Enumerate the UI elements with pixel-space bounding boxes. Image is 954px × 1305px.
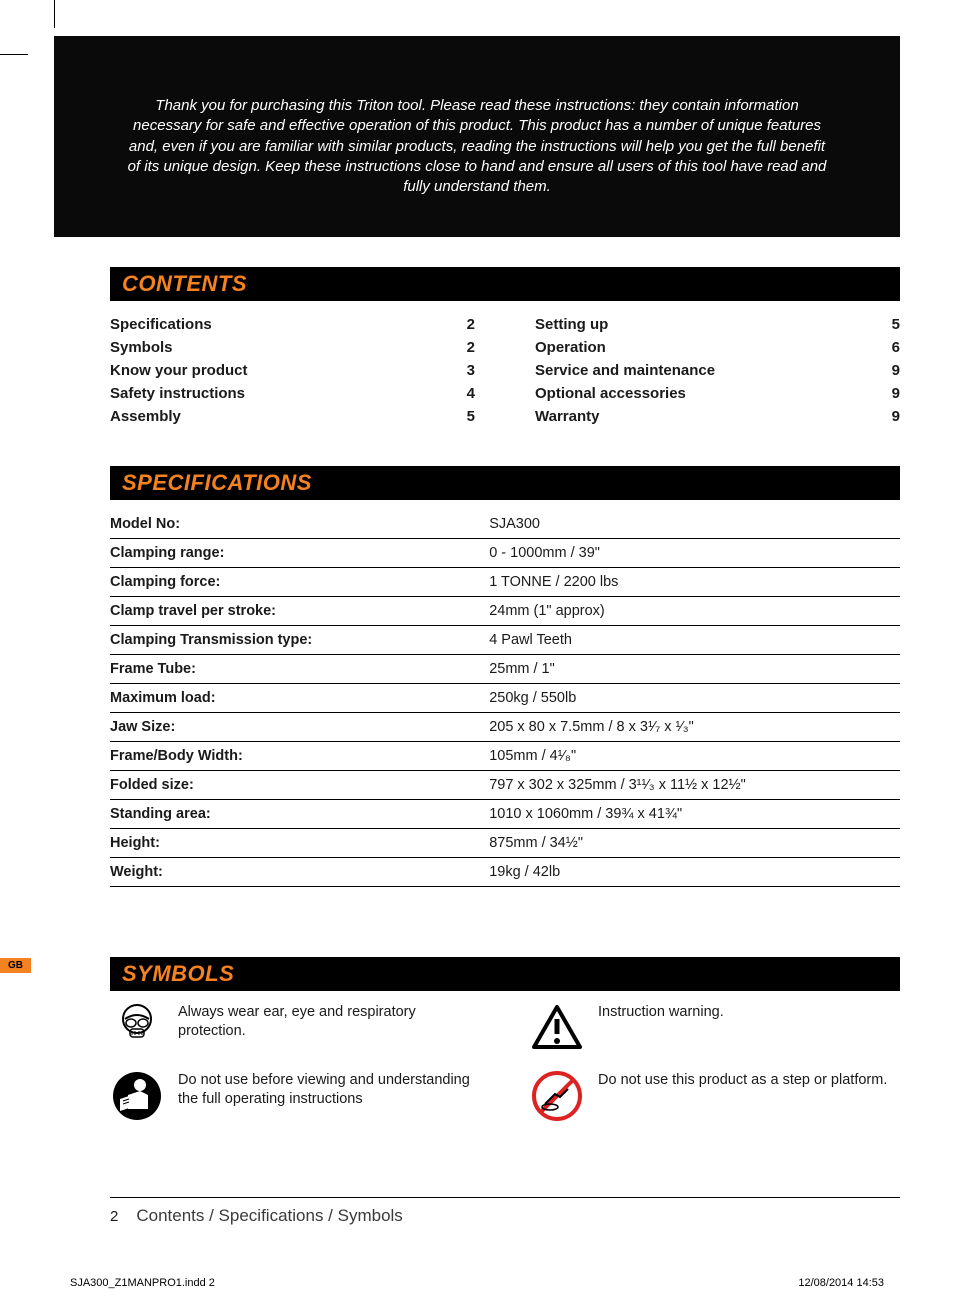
symbol-row: Do not use this product as a step or pla… — [530, 1069, 900, 1123]
spec-value: 1010 x 1060mm / 39¾ x 41¾" — [489, 800, 900, 829]
spec-label: Clamping force: — [110, 568, 489, 597]
imprint-file: SJA300_Z1MANPRO1.indd 2 — [70, 1277, 215, 1289]
spec-value: 25mm / 1" — [489, 655, 900, 684]
spec-row: Model No:SJA300 — [110, 510, 900, 539]
symbol-text: Do not use this product as a step or pla… — [598, 1069, 887, 1090]
specifications-table: Model No:SJA300Clamping range:0 - 1000mm… — [110, 510, 900, 887]
symbol-text: Always wear ear, eye and respiratory pro… — [178, 1001, 480, 1041]
spec-value: 797 x 302 x 325mm / 3¹¹⁄₃ x 11½ x 12½" — [489, 771, 900, 800]
contents-row: Specifications2 — [110, 313, 475, 336]
read-manual-icon — [110, 1069, 164, 1123]
contents-row: Assembly5 — [110, 405, 475, 428]
contents-row: Service and maintenance9 — [535, 359, 900, 382]
section-title: SPECIFICATIONS — [122, 470, 312, 495]
contents-row: Optional accessories9 — [535, 382, 900, 405]
symbol-text: Instruction warning. — [598, 1001, 724, 1022]
contents-row: Know your product3 — [110, 359, 475, 382]
contents-row: Safety instructions4 — [110, 382, 475, 405]
intro-text: Thank you for purchasing this Triton too… — [122, 96, 832, 197]
spec-value: 1 TONNE / 2200 lbs — [489, 568, 900, 597]
no-step-icon — [530, 1069, 584, 1123]
symbols-grid: Always wear ear, eye and respiratory pro… — [110, 991, 900, 1147]
spec-row: Clamping force:1 TONNE / 2200 lbs — [110, 568, 900, 597]
section-title: SYMBOLS — [122, 961, 234, 986]
warning-triangle-icon — [530, 1001, 584, 1055]
spec-row: Clamp travel per stroke:24mm (1" approx) — [110, 597, 900, 626]
imprint-datetime: 12/08/2014 14:53 — [798, 1277, 884, 1289]
page-footer: 2 Contents / Specifications / Symbols — [110, 1197, 900, 1226]
section-bar-symbols: SYMBOLS — [110, 957, 900, 991]
contents-row: Symbols2 — [110, 336, 475, 359]
spec-row: Clamping range:0 - 1000mm / 39" — [110, 539, 900, 568]
section-title: CONTENTS — [122, 271, 247, 296]
spec-label: Standing area: — [110, 800, 489, 829]
spec-value: 205 x 80 x 7.5mm / 8 x 3¹⁄₇ x ¹⁄₃" — [489, 713, 900, 742]
spec-value: 24mm (1" approx) — [489, 597, 900, 626]
ppe-icon — [110, 1001, 164, 1055]
spec-label: Clamping range: — [110, 539, 489, 568]
spec-label: Weight: — [110, 858, 489, 887]
spec-value: 250kg / 550lb — [489, 684, 900, 713]
spec-row: Clamping Transmission type:4 Pawl Teeth — [110, 626, 900, 655]
contents-row: Setting up5 — [535, 313, 900, 336]
spec-label: Maximum load: — [110, 684, 489, 713]
section-bar-specifications: SPECIFICATIONS — [110, 466, 900, 500]
symbol-row: Instruction warning. — [530, 1001, 900, 1055]
spec-label: Height: — [110, 829, 489, 858]
spec-label: Folded size: — [110, 771, 489, 800]
section-bar-contents: CONTENTS — [110, 267, 900, 301]
spec-row: Maximum load:250kg / 550lb — [110, 684, 900, 713]
spec-row: Folded size:797 x 302 x 325mm / 3¹¹⁄₃ x … — [110, 771, 900, 800]
page-number: 2 — [110, 1208, 118, 1225]
intro-band: Thank you for purchasing this Triton too… — [54, 36, 900, 237]
imprint-line: SJA300_Z1MANPRO1.indd 2 12/08/2014 14:53 — [70, 1277, 884, 1289]
spec-value: 105mm / 4¹⁄₈" — [489, 742, 900, 771]
language-tab: GB — [0, 958, 31, 973]
spec-row: Jaw Size:205 x 80 x 7.5mm / 8 x 3¹⁄₇ x ¹… — [110, 713, 900, 742]
contents-row: Operation6 — [535, 336, 900, 359]
spec-row: Frame/Body Width:105mm / 4¹⁄₈" — [110, 742, 900, 771]
spec-value: 4 Pawl Teeth — [489, 626, 900, 655]
spec-label: Jaw Size: — [110, 713, 489, 742]
contents-row: Warranty9 — [535, 405, 900, 428]
spec-value: SJA300 — [489, 510, 900, 539]
symbol-row: Do not use before viewing and understand… — [110, 1069, 480, 1123]
spec-value: 0 - 1000mm / 39" — [489, 539, 900, 568]
symbol-row: Always wear ear, eye and respiratory pro… — [110, 1001, 480, 1055]
spec-label: Frame Tube: — [110, 655, 489, 684]
spec-row: Standing area:1010 x 1060mm / 39¾ x 41¾" — [110, 800, 900, 829]
spec-label: Model No: — [110, 510, 489, 539]
spec-row: Weight:19kg / 42lb — [110, 858, 900, 887]
spec-row: Frame Tube:25mm / 1" — [110, 655, 900, 684]
spec-value: 875mm / 34½" — [489, 829, 900, 858]
symbol-text: Do not use before viewing and understand… — [178, 1069, 480, 1109]
spec-label: Clamping Transmission type: — [110, 626, 489, 655]
spec-value: 19kg / 42lb — [489, 858, 900, 887]
spec-label: Frame/Body Width: — [110, 742, 489, 771]
contents-grid: Specifications2 Symbols2 Know your produ… — [110, 301, 900, 436]
spec-label: Clamp travel per stroke: — [110, 597, 489, 626]
footer-title: Contents / Specifications / Symbols — [136, 1206, 402, 1226]
spec-row: Height:875mm / 34½" — [110, 829, 900, 858]
